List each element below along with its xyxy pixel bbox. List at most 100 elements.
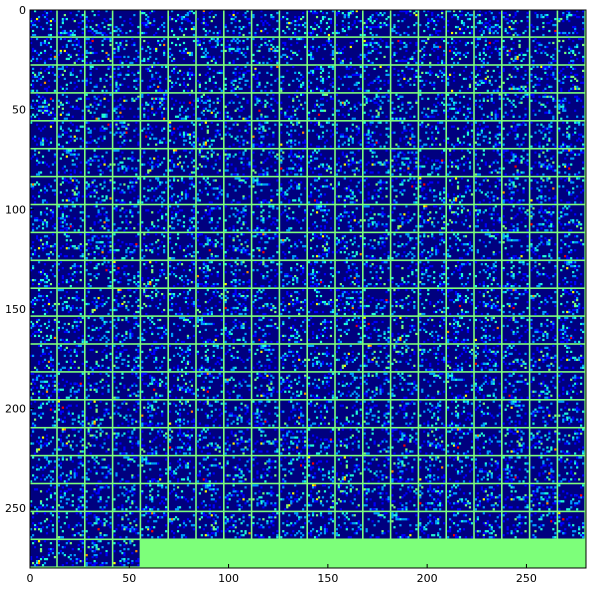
tile — [169, 289, 196, 316]
tile — [280, 428, 307, 455]
tile — [224, 316, 251, 344]
tile — [252, 344, 279, 372]
tile — [502, 512, 529, 539]
tile — [141, 37, 168, 65]
tile — [169, 37, 196, 65]
tile — [391, 121, 418, 148]
tile — [447, 456, 474, 483]
tile — [530, 316, 557, 344]
tile — [363, 121, 390, 148]
tile — [335, 149, 363, 176]
tile — [530, 10, 557, 37]
tile — [141, 10, 168, 37]
tile — [196, 93, 224, 121]
tile — [113, 372, 140, 400]
tile — [447, 484, 474, 511]
tile — [363, 261, 390, 288]
tile — [308, 344, 335, 372]
tile — [141, 316, 168, 344]
tile — [169, 428, 196, 455]
tile — [169, 372, 196, 400]
tile — [280, 289, 307, 316]
tile — [335, 428, 363, 455]
y-tick-label: 50 — [12, 104, 26, 117]
tile — [141, 177, 168, 204]
tile — [85, 456, 112, 483]
tile — [391, 93, 418, 121]
tile — [85, 344, 112, 372]
tile — [85, 428, 112, 455]
tile — [30, 121, 57, 148]
tile — [447, 205, 474, 232]
tile — [391, 233, 418, 260]
tile — [308, 261, 335, 288]
tile — [447, 37, 474, 65]
tile — [558, 456, 585, 483]
tile — [280, 316, 307, 344]
tile — [419, 512, 446, 539]
tile — [85, 65, 112, 93]
tile — [141, 149, 168, 176]
tile — [169, 233, 196, 260]
tile — [419, 65, 446, 93]
tile — [530, 344, 557, 372]
tile — [474, 65, 502, 93]
tile — [474, 456, 502, 483]
tile — [474, 428, 502, 455]
tile — [85, 261, 112, 288]
tile — [141, 65, 168, 93]
tile — [474, 316, 502, 344]
tile — [391, 10, 418, 37]
tile — [30, 93, 57, 121]
tile — [502, 205, 529, 232]
tile — [530, 400, 557, 427]
tile — [530, 289, 557, 316]
tile — [196, 456, 224, 483]
tile — [169, 316, 196, 344]
tile — [224, 261, 251, 288]
tile — [558, 205, 585, 232]
tile — [57, 316, 85, 344]
tile — [141, 372, 168, 400]
tile — [224, 37, 251, 65]
tile — [169, 65, 196, 93]
tile — [196, 65, 224, 93]
tile — [30, 65, 57, 93]
y-tick-label: 200 — [5, 403, 26, 416]
tile — [308, 10, 335, 37]
tile — [30, 233, 57, 260]
tile — [252, 205, 279, 232]
tile — [391, 177, 418, 204]
tile — [474, 512, 502, 539]
tile — [502, 428, 529, 455]
tile — [391, 428, 418, 455]
tile — [85, 540, 112, 567]
tile — [224, 233, 251, 260]
y-axis: 0 50 100 150 200 250 — [5, 4, 34, 515]
tile — [558, 233, 585, 260]
tile — [391, 316, 418, 344]
tile — [308, 149, 335, 176]
tile — [252, 10, 279, 37]
tile — [419, 177, 446, 204]
tile — [30, 400, 57, 427]
tile — [280, 93, 307, 121]
tile — [224, 10, 251, 37]
tile — [113, 121, 140, 148]
tile — [474, 37, 502, 65]
x-tick-label: 250 — [516, 572, 537, 585]
tile — [141, 233, 168, 260]
tile — [57, 93, 85, 121]
tile — [57, 177, 85, 204]
tile — [447, 261, 474, 288]
tile — [169, 400, 196, 427]
tile — [169, 93, 196, 121]
tile — [447, 289, 474, 316]
x-tick-label: 100 — [218, 572, 239, 585]
tile — [558, 121, 585, 148]
tile — [447, 428, 474, 455]
tile — [391, 65, 418, 93]
tile — [30, 540, 57, 567]
tile — [252, 65, 279, 93]
tile — [391, 512, 418, 539]
